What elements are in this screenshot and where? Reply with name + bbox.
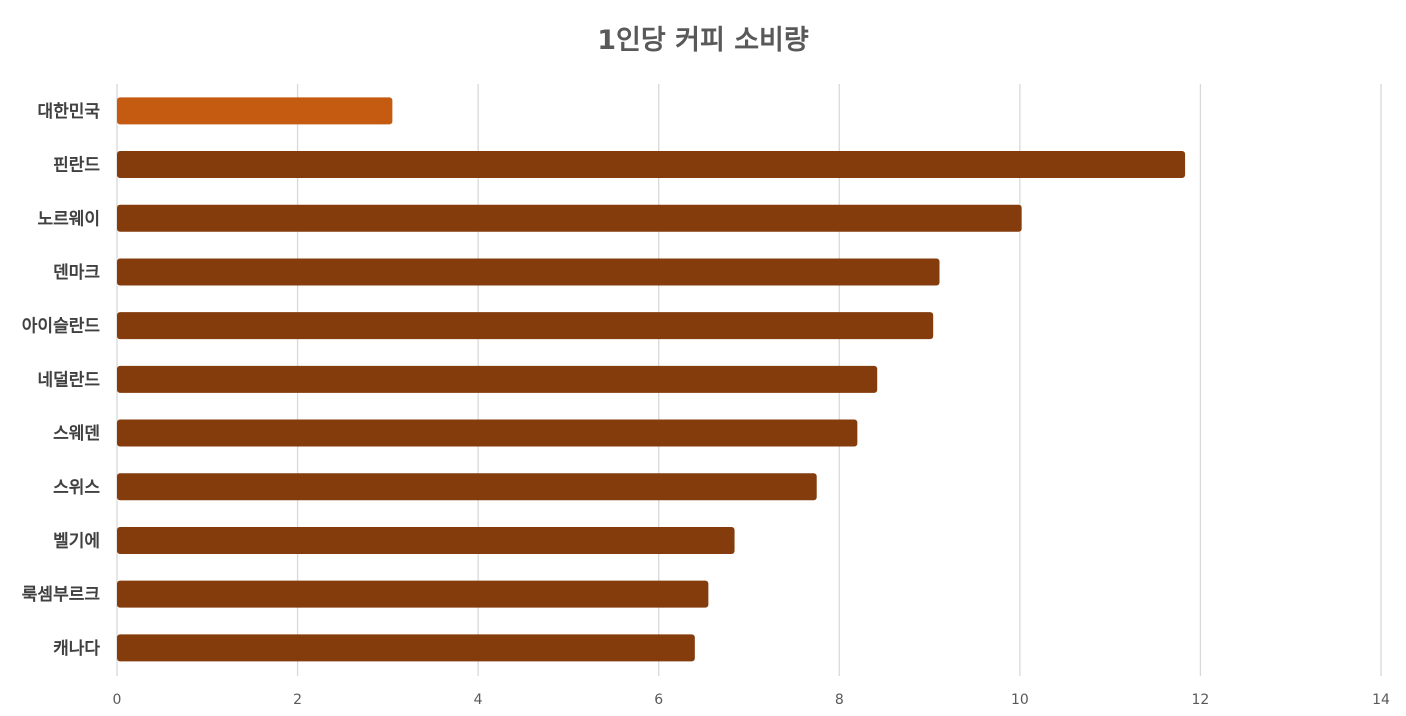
bar-8 bbox=[117, 526, 735, 554]
category-label: 네덜란드 bbox=[37, 370, 100, 390]
category-label: 룩셈부르크 bbox=[22, 585, 101, 605]
x-tick-label: 10 bbox=[1011, 692, 1029, 708]
category-label: 덴마크 bbox=[53, 263, 100, 283]
x-tick-label: 14 bbox=[1372, 692, 1390, 708]
x-axis-tick-labels: 0 2 4 6 8 10 12 14 bbox=[113, 692, 1390, 708]
bar-5 bbox=[117, 365, 878, 393]
bar-1 bbox=[117, 151, 1186, 179]
x-tick-label: 8 bbox=[835, 692, 844, 708]
bar-10 bbox=[117, 634, 695, 662]
chart-title: 1인당 커피 소비량 bbox=[597, 25, 809, 56]
bar-0 bbox=[117, 97, 393, 125]
x-tick-label: 2 bbox=[293, 692, 302, 708]
bar-7 bbox=[117, 473, 817, 501]
x-tick-label: 6 bbox=[654, 692, 663, 708]
category-label: 벨기에 bbox=[53, 531, 100, 551]
x-tick-label: 4 bbox=[474, 692, 483, 708]
x-tick-label: 12 bbox=[1192, 692, 1210, 708]
category-label: 노르웨이 bbox=[37, 209, 100, 229]
category-label: 스웨덴 bbox=[53, 424, 100, 444]
x-tick-label: 0 bbox=[113, 692, 122, 708]
bar-9 bbox=[117, 580, 709, 608]
category-label: 캐나다 bbox=[53, 639, 100, 659]
bars bbox=[117, 97, 1186, 662]
bar-2 bbox=[117, 204, 1022, 232]
category-label: 스위스 bbox=[53, 478, 100, 498]
bar-3 bbox=[117, 258, 940, 286]
category-label: 아이슬란드 bbox=[22, 317, 101, 337]
bar-4 bbox=[117, 312, 934, 340]
category-label: 핀란드 bbox=[53, 156, 100, 176]
bar-6 bbox=[117, 419, 858, 447]
category-label: 대한민국 bbox=[37, 102, 100, 122]
